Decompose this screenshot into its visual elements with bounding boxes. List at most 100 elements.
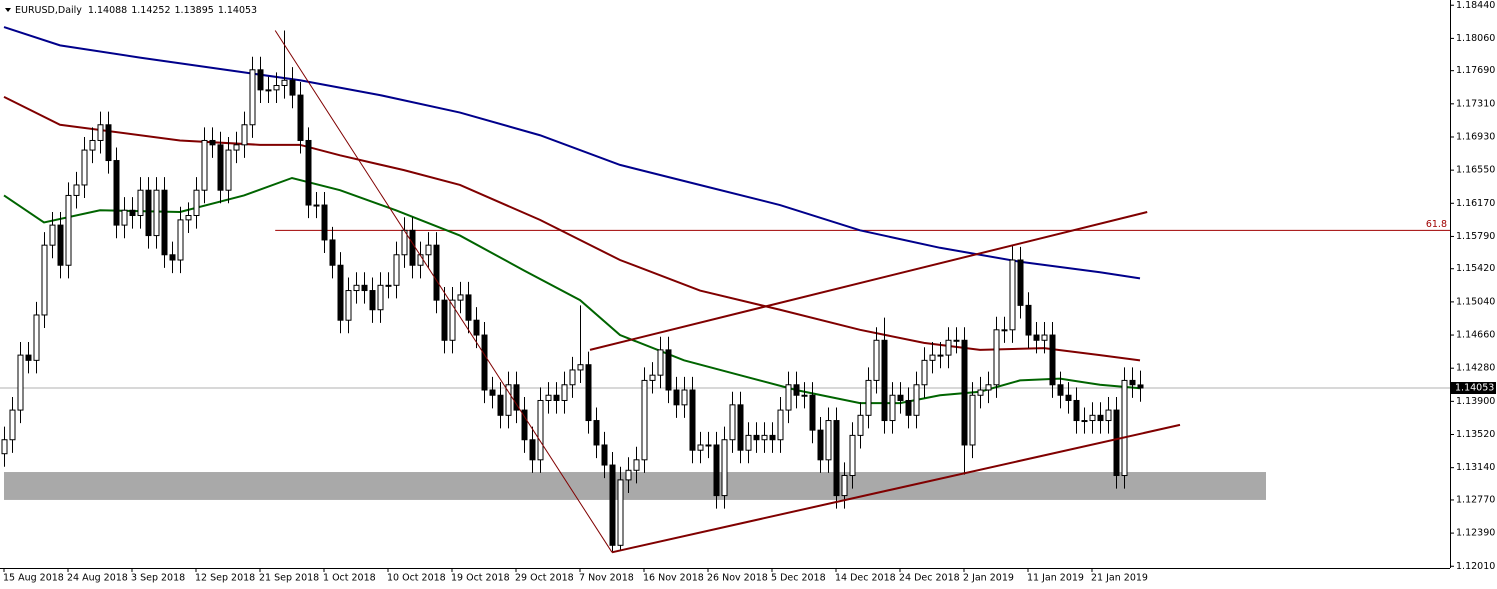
y-tick-label: 1.13900 bbox=[1456, 396, 1495, 407]
x-tick-label: 3 Sep 2018 bbox=[131, 573, 185, 584]
candle-body bbox=[225, 149, 232, 191]
candle-body bbox=[1129, 379, 1136, 386]
candle-body bbox=[593, 420, 600, 446]
candle-body bbox=[161, 189, 168, 256]
y-tick-label: 1.16550 bbox=[1456, 165, 1495, 176]
trendline bbox=[611, 423, 1181, 554]
candle-body bbox=[777, 409, 784, 441]
candle-body bbox=[57, 224, 64, 266]
candle-body bbox=[449, 299, 456, 341]
y-tick-label: 1.17310 bbox=[1456, 98, 1495, 109]
y-tick-label: 1.15790 bbox=[1456, 231, 1495, 242]
candle-body bbox=[497, 394, 504, 416]
candle-body bbox=[89, 139, 96, 151]
candle-body bbox=[553, 394, 560, 401]
candle-body bbox=[169, 254, 176, 261]
candle-body bbox=[329, 239, 336, 266]
ohlc-label: 1.14252 bbox=[131, 5, 170, 16]
candle-body bbox=[1081, 420, 1088, 423]
x-tick-label: 11 Jan 2019 bbox=[1027, 573, 1084, 584]
current-price-box bbox=[1451, 382, 1496, 395]
candle-body bbox=[769, 434, 776, 441]
candle-body bbox=[505, 384, 512, 416]
fib-level-label: 61.8 bbox=[1426, 219, 1447, 230]
candle-body bbox=[889, 394, 896, 422]
x-tick-label: 21 Sep 2018 bbox=[259, 573, 319, 584]
candle-body bbox=[993, 329, 1000, 386]
candle-body bbox=[649, 374, 656, 381]
y-tick-label: 1.16930 bbox=[1456, 131, 1495, 142]
candle-body bbox=[1033, 334, 1040, 341]
candle-body bbox=[185, 215, 192, 221]
symbol-menu-icon[interactable] bbox=[5, 8, 11, 12]
x-tick-label: 24 Dec 2018 bbox=[899, 573, 960, 584]
candle-body bbox=[121, 209, 128, 226]
candle-body bbox=[513, 384, 520, 411]
candle-body bbox=[609, 464, 616, 546]
candle-body bbox=[1009, 259, 1016, 331]
candle-body bbox=[17, 354, 24, 411]
x-tick-label: 7 Nov 2018 bbox=[579, 573, 634, 584]
candle-body bbox=[681, 389, 688, 406]
candle-body bbox=[849, 434, 856, 477]
candle-body bbox=[9, 409, 16, 441]
candle-body bbox=[697, 444, 704, 451]
candle-body bbox=[793, 384, 800, 396]
candle-body bbox=[545, 394, 552, 401]
candle-body bbox=[201, 139, 208, 191]
candle-body bbox=[1001, 329, 1008, 332]
candle-body bbox=[1097, 414, 1104, 422]
candle-body bbox=[1089, 414, 1096, 422]
candle-body bbox=[33, 314, 40, 361]
candle-body bbox=[641, 379, 648, 461]
candle-body bbox=[473, 319, 480, 336]
candle-body bbox=[305, 139, 312, 206]
candle-body bbox=[945, 339, 952, 356]
candle-body bbox=[921, 359, 928, 386]
ohlc-label: 1.14053 bbox=[218, 5, 257, 16]
x-tick-label: 12 Sep 2018 bbox=[195, 573, 255, 584]
candle-body bbox=[857, 414, 864, 436]
ohlc-label: 1.14088 bbox=[88, 5, 127, 16]
candle-body bbox=[425, 244, 432, 256]
y-tick-label: 1.14280 bbox=[1456, 363, 1495, 374]
candle-body bbox=[1057, 384, 1064, 396]
candle-body bbox=[1, 439, 8, 455]
candle-body bbox=[193, 189, 200, 217]
candle-body bbox=[801, 394, 808, 397]
x-tick-label: 5 Dec 2018 bbox=[771, 573, 826, 584]
candle-body bbox=[841, 475, 848, 497]
x-tick-label: 2 Jan 2019 bbox=[963, 573, 1014, 584]
candle-body bbox=[873, 339, 880, 381]
moving-average bbox=[3, 176, 1141, 405]
candle-body bbox=[969, 394, 976, 446]
candle-body bbox=[617, 479, 624, 546]
candle-body bbox=[577, 364, 584, 371]
candle-body bbox=[625, 469, 632, 481]
candle-body bbox=[441, 299, 448, 341]
candle-body bbox=[585, 364, 592, 422]
candle-body bbox=[953, 339, 960, 342]
candle-body bbox=[145, 189, 152, 237]
x-tick-label: 21 Jan 2019 bbox=[1091, 573, 1148, 584]
candle-body bbox=[817, 429, 824, 461]
y-tick-label: 1.12010 bbox=[1456, 561, 1495, 572]
candle-body bbox=[865, 379, 872, 416]
candle-body bbox=[465, 294, 472, 321]
candle-body bbox=[881, 339, 888, 422]
candle-body bbox=[1073, 399, 1080, 422]
candle-body bbox=[97, 124, 104, 141]
ohlc-label: 1.13895 bbox=[175, 5, 214, 16]
candle-body bbox=[521, 409, 528, 441]
current-price-label: 1.14053 bbox=[1455, 383, 1494, 394]
candle-body bbox=[529, 439, 536, 461]
trendline bbox=[274, 30, 613, 553]
candle-body bbox=[137, 189, 144, 217]
candle-body bbox=[337, 264, 344, 321]
candle-body bbox=[153, 189, 160, 237]
y-tick-label: 1.12390 bbox=[1456, 528, 1495, 539]
candle-body bbox=[825, 420, 832, 461]
candle-body bbox=[657, 349, 664, 376]
